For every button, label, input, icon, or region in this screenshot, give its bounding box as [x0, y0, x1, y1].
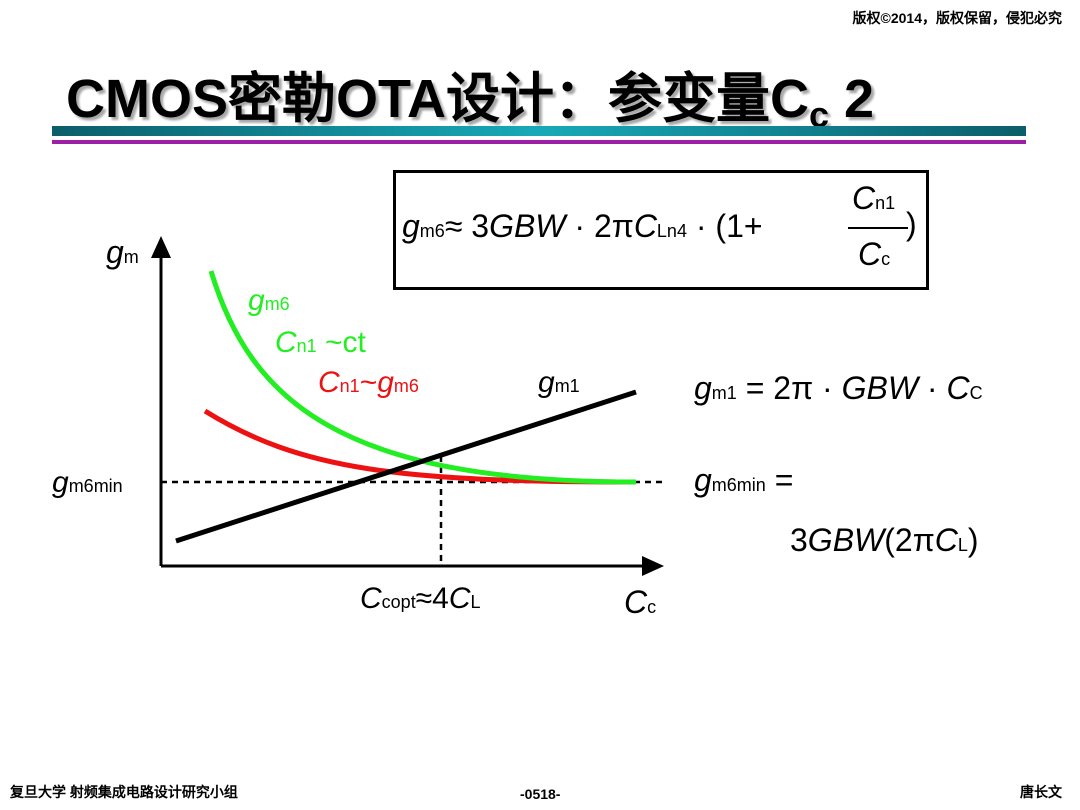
- copt-sub2: L: [470, 592, 481, 612]
- eq-gm1-g: g: [694, 370, 712, 406]
- cn1-ct-c: C: [275, 326, 297, 359]
- cn1-gm6-g-sub: m6: [393, 376, 419, 396]
- eq-gm1-sub: m1: [711, 383, 737, 403]
- gm1-line: [175, 389, 637, 544]
- formula-approx: ≈ 3: [444, 208, 490, 244]
- cn1-gm6-curve: [203, 408, 637, 485]
- eq-gm1-eq: = 2π ·: [736, 370, 842, 406]
- eq-gm6min-g: g: [694, 462, 712, 498]
- eq-gm6min-close: ): [967, 522, 979, 558]
- formula-num-c: C: [852, 180, 876, 216]
- footer-affiliation: 复旦大学 射频集成电路设计研究小组: [10, 784, 238, 800]
- cn1-gm6-g: g: [377, 366, 394, 399]
- gm6min-g: g: [52, 466, 69, 499]
- x-axis-sub: c: [647, 597, 657, 617]
- formula-close-paren: ): [906, 206, 917, 242]
- title-sub: c: [808, 94, 830, 135]
- y-axis-arrow: [151, 236, 171, 258]
- eq-gm6min-c: C: [934, 522, 958, 558]
- formula-numerator: Cn1: [852, 180, 895, 217]
- formula-box: [393, 170, 929, 290]
- cn1-gm6-label: Cn1~gm6: [318, 366, 419, 400]
- formula-den-c: C: [858, 236, 882, 272]
- title-rule-teal: [52, 126, 1026, 136]
- x-axis-c: C: [624, 584, 648, 620]
- formula-num-sub: n1: [875, 193, 896, 213]
- gm6min-axis-label: gm6min: [52, 466, 123, 500]
- gm6-g: g: [248, 284, 265, 317]
- fraction-bar: [848, 227, 908, 229]
- cn1-ct-label: Cn1 ~ct: [275, 326, 366, 360]
- copt-label: Ccopt≈4CL: [360, 582, 481, 616]
- formula-denominator: Cc: [858, 236, 890, 273]
- eq-gm1-dot: ·: [918, 370, 947, 406]
- footer-author: 唐长文: [1020, 784, 1062, 800]
- y-axis-sub: m: [123, 247, 139, 267]
- gm6-curve-label: gm6: [248, 284, 290, 318]
- cn1-ct-sub: n1: [296, 336, 317, 356]
- gm1-sub: m1: [554, 376, 580, 396]
- formula-c: C: [633, 208, 657, 244]
- eq-gm6min-eq: =: [765, 462, 794, 498]
- formula-mid: · 2π: [565, 208, 634, 244]
- eq-gm6min-gbw: GBW: [807, 522, 885, 558]
- eq-gm6min-c-sub: L: [957, 535, 968, 555]
- cn1-gm6-sub: n1: [339, 376, 360, 396]
- eq-gm1-c-sub: C: [969, 383, 983, 403]
- formula-g-sub: m6: [419, 221, 445, 241]
- x-axis-arrow: [642, 556, 664, 576]
- gm6min-equation-line1: gm6min =: [694, 462, 793, 499]
- x-axis-label: Cc: [624, 584, 656, 621]
- footer-page-number: -0518-: [520, 786, 561, 802]
- eq-gm6min-three: 3: [790, 522, 808, 558]
- copt-c2: C: [448, 582, 471, 615]
- copyright-notice: 版权©2014，版权保留，侵犯必究: [852, 10, 1062, 26]
- gm1-g: g: [538, 366, 555, 399]
- gm6-ct-curve: [208, 270, 637, 485]
- gm6min-equation-line2: 3GBW(2πCL): [790, 522, 979, 559]
- gm6min-sub: m6min: [68, 476, 123, 496]
- formula-gbw: GBW: [489, 208, 566, 244]
- eq-gm6min-open: (2π: [884, 522, 935, 558]
- copt-sub: copt: [381, 592, 416, 612]
- gm1-equation: gm1 = 2π · GBW · CC: [694, 370, 983, 407]
- formula-gm6-left: gm6≈ 3GBW · 2πCLn4 · (1+: [402, 208, 763, 245]
- copt-c: C: [360, 582, 382, 615]
- cn1-gm6-mid: ~: [359, 366, 378, 399]
- title-number: 2: [829, 69, 875, 129]
- formula-g: g: [402, 208, 420, 244]
- title-rule-purple: [52, 140, 1026, 144]
- eq-gm6min-sub: m6min: [711, 475, 766, 495]
- formula-den-sub: c: [881, 249, 891, 269]
- formula-tail: · (1+: [686, 208, 763, 244]
- eq-gm1-gbw: GBW: [841, 370, 919, 406]
- cn1-ct-tail: ~ct: [316, 326, 366, 359]
- formula-c-sub: Ln4: [656, 221, 687, 241]
- copt-mid: ≈4: [415, 582, 449, 615]
- y-axis-label: gm: [106, 234, 139, 271]
- gm1-line-label: gm1: [538, 366, 580, 400]
- cn1-gm6-c: C: [318, 366, 340, 399]
- slide-title: CMOS密勒OTA设计：参变量Cc 2: [66, 54, 874, 136]
- y-axis-g: g: [106, 234, 124, 270]
- gm6-sub: m6: [264, 294, 290, 314]
- title-main: CMOS密勒OTA设计：参变量C: [66, 69, 809, 129]
- eq-gm1-c: C: [946, 370, 970, 406]
